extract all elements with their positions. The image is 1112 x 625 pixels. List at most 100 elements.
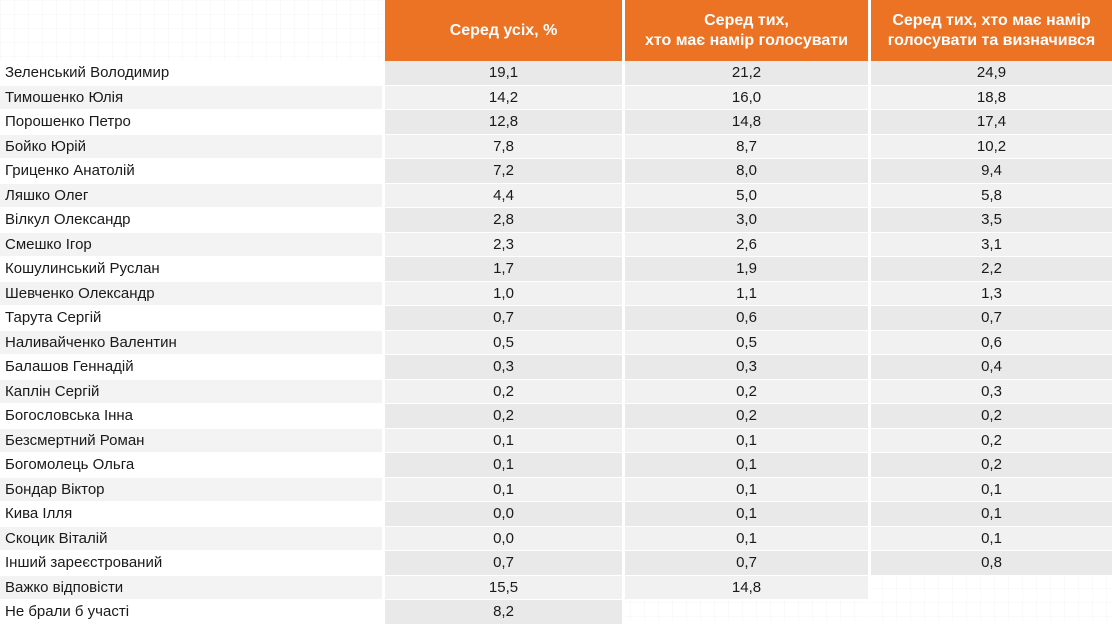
value-among-all: 8,2 [382,600,622,625]
header-col-all-label: Серед усіх, % [449,21,558,39]
table-row: Кошулинський Руслан 1,7 1,9 2,2 [0,257,1112,282]
value-among-decided: 0,8 [868,551,1112,576]
table-row: Ляшко Олег 4,4 5,0 5,8 [0,183,1112,208]
table-row: Бондар Віктор 0,1 0,1 0,1 [0,477,1112,502]
value-among-all: 2,8 [382,208,622,233]
header-col-decided-line2: голосувати та визначився [887,31,1096,49]
header-col-voters-line2: хто має намір голосувати [645,31,848,49]
value-among-all: 0,1 [382,428,622,453]
value-among-decided: 9,4 [868,159,1112,184]
candidate-name: Кошулинський Руслан [0,257,382,282]
value-among-all: 0,2 [382,404,622,429]
table-row: Тимошенко Юлія 14,2 16,0 18,8 [0,85,1112,110]
table-body: Зеленський Володимир 19,1 21,2 24,9 Тимошенк… [0,61,1112,625]
value-among-all: 0,2 [382,379,622,404]
value-among-all: 19,1 [382,61,622,86]
candidate-name: Богословська Інна [0,404,382,429]
candidate-name: Тарута Сергій [0,306,382,331]
value-among-decided: 0,1 [868,502,1112,527]
value-among-decided: 0,7 [868,306,1112,331]
header-col-all: Серед усіх, % [382,0,622,61]
table-row: Порошенко Петро 12,8 14,8 17,4 [0,110,1112,135]
table-row: Кива Ілля 0,0 0,1 0,1 [0,502,1112,527]
table-row: Тарута Сергій 0,7 0,6 0,7 [0,306,1112,331]
value-among-all: 1,0 [382,281,622,306]
value-among-decided: 0,1 [868,526,1112,551]
value-among-voters: 0,6 [622,306,868,331]
value-among-all: 15,5 [382,575,622,600]
value-among-decided: 1,3 [868,281,1112,306]
value-among-all: 4,4 [382,183,622,208]
value-among-voters: 16,0 [622,85,868,110]
value-among-voters: 0,7 [622,551,868,576]
table-row: Смешко Ігор 2,3 2,6 3,1 [0,232,1112,257]
value-among-decided: 0,1 [868,477,1112,502]
value-among-decided: 17,4 [868,110,1112,135]
candidate-name: Бондар Віктор [0,477,382,502]
value-among-voters: 21,2 [622,61,868,86]
value-among-voters [622,600,868,625]
candidate-name: Шевченко Олександр [0,281,382,306]
candidate-name: Вілкул Олександр [0,208,382,233]
value-among-decided: 0,2 [868,453,1112,478]
value-among-decided: 10,2 [868,134,1112,159]
table-row: Важко відповісти 15,5 14,8 [0,575,1112,600]
candidate-name: Балашов Геннадій [0,355,382,380]
value-among-decided: 0,2 [868,428,1112,453]
value-among-decided: 3,5 [868,208,1112,233]
candidate-name: Наливайченко Валентин [0,330,382,355]
value-among-decided: 3,1 [868,232,1112,257]
value-among-decided: 18,8 [868,85,1112,110]
value-among-all: 0,3 [382,355,622,380]
candidate-name: Тимошенко Юлія [0,85,382,110]
value-among-all: 0,0 [382,526,622,551]
candidate-name: Скоцик Віталій [0,526,382,551]
candidate-name: Важко відповісти [0,575,382,600]
value-among-all: 7,2 [382,159,622,184]
value-among-decided: 0,3 [868,379,1112,404]
candidate-name: Порошенко Петро [0,110,382,135]
table-row: Наливайченко Валентин 0,5 0,5 0,6 [0,330,1112,355]
value-among-voters: 1,9 [622,257,868,282]
value-among-voters: 0,1 [622,502,868,527]
value-among-all: 12,8 [382,110,622,135]
value-among-voters: 0,2 [622,379,868,404]
candidate-name: Безсмертний Роман [0,428,382,453]
value-among-decided: 5,8 [868,183,1112,208]
value-among-voters: 0,2 [622,404,868,429]
value-among-all: 7,8 [382,134,622,159]
value-among-voters: 0,1 [622,526,868,551]
value-among-decided: 24,9 [868,61,1112,86]
table-row: Богомолець Ольга 0,1 0,1 0,2 [0,453,1112,478]
value-among-voters: 8,7 [622,134,868,159]
table-row: Гриценко Анатолій 7,2 8,0 9,4 [0,159,1112,184]
value-among-voters: 0,3 [622,355,868,380]
table-row: Балашов Геннадій 0,3 0,3 0,4 [0,355,1112,380]
table-row: Вілкул Олександр 2,8 3,0 3,5 [0,208,1112,233]
header-blank-cell [0,0,382,61]
value-among-voters: 1,1 [622,281,868,306]
value-among-voters: 14,8 [622,110,868,135]
table-row: Каплін Сергій 0,2 0,2 0,3 [0,379,1112,404]
value-among-voters: 0,1 [622,477,868,502]
candidate-name: Кива Ілля [0,502,382,527]
value-among-voters: 2,6 [622,232,868,257]
candidate-name: Не брали б участі [0,600,382,625]
value-among-decided [868,600,1112,625]
table-row: Не брали б участі 8,2 [0,600,1112,625]
candidate-name: Бойко Юрій [0,134,382,159]
value-among-voters: 0,1 [622,428,868,453]
header-col-voters: Серед тих, хто має намір голосувати [622,0,868,61]
candidate-name: Богомолець Ольга [0,453,382,478]
value-among-all: 0,1 [382,477,622,502]
candidate-name: Зеленський Володимир [0,61,382,86]
table-row: Богословська Інна 0,2 0,2 0,2 [0,404,1112,429]
candidate-name: Інший зареєстрований [0,551,382,576]
value-among-all: 0,5 [382,330,622,355]
table-row: Шевченко Олександр 1,0 1,1 1,3 [0,281,1112,306]
value-among-all: 0,7 [382,306,622,331]
value-among-decided [868,575,1112,600]
value-among-decided: 2,2 [868,257,1112,282]
table-row: Скоцик Віталій 0,0 0,1 0,1 [0,526,1112,551]
